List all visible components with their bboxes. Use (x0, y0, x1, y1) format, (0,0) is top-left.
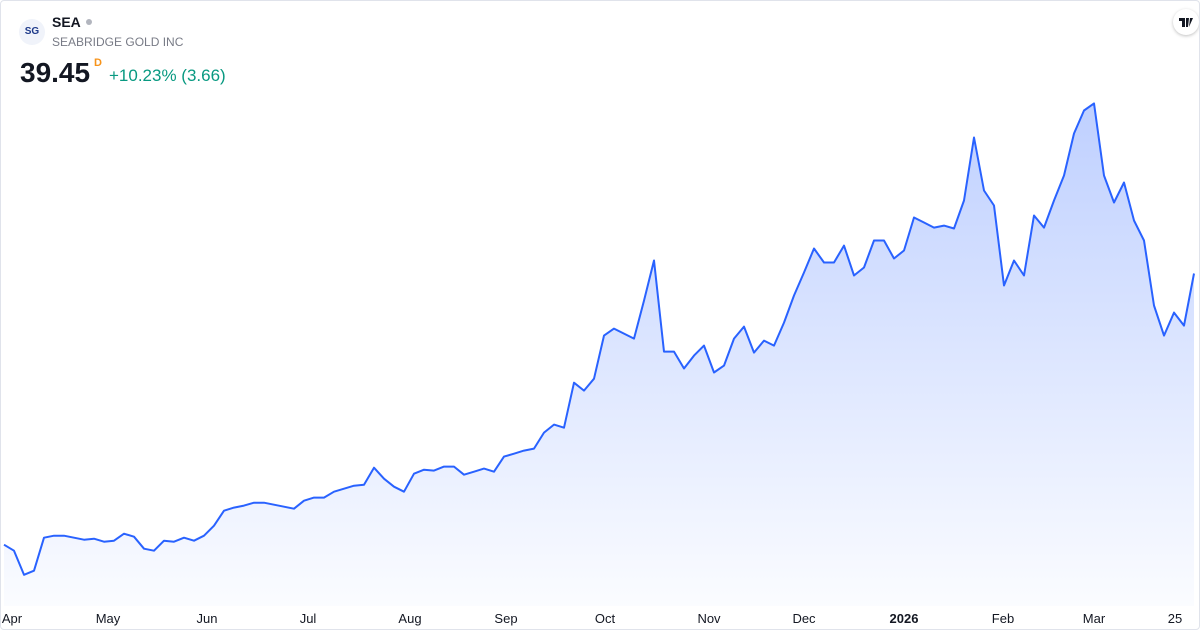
x-tick-label: Sep (494, 611, 517, 626)
tradingview-logo[interactable] (1173, 9, 1199, 35)
x-tick-label: Dec (792, 611, 816, 626)
x-tick-label: Jul (300, 611, 317, 626)
x-tick-label: Mar (1083, 611, 1106, 626)
company-name: SEABRIDGE GOLD INC (52, 35, 184, 49)
symbol-row[interactable]: SEA (52, 14, 92, 30)
interval: D (94, 57, 102, 69)
logo-icon (1179, 18, 1193, 27)
symbol[interactable]: SEA (52, 14, 81, 30)
x-tick-label: 2026 (890, 611, 919, 626)
x-tick-label: Oct (595, 611, 616, 626)
x-tick-label: Jun (197, 611, 218, 626)
area-fill (4, 103, 1194, 607)
x-tick-label: 25 (1168, 611, 1182, 626)
change: +10.23% (3.66) (109, 66, 226, 85)
x-tick-label: May (96, 611, 121, 626)
x-tick-label: Nov (697, 611, 721, 626)
price: 39.45 (20, 57, 91, 88)
status-dot (85, 19, 92, 25)
x-tick-label: Feb (992, 611, 1014, 626)
x-tick-label: Apr (2, 611, 23, 626)
x-tick-label: Aug (398, 611, 421, 626)
logo: SG (19, 19, 45, 45)
price-line (3, 102, 1195, 576)
